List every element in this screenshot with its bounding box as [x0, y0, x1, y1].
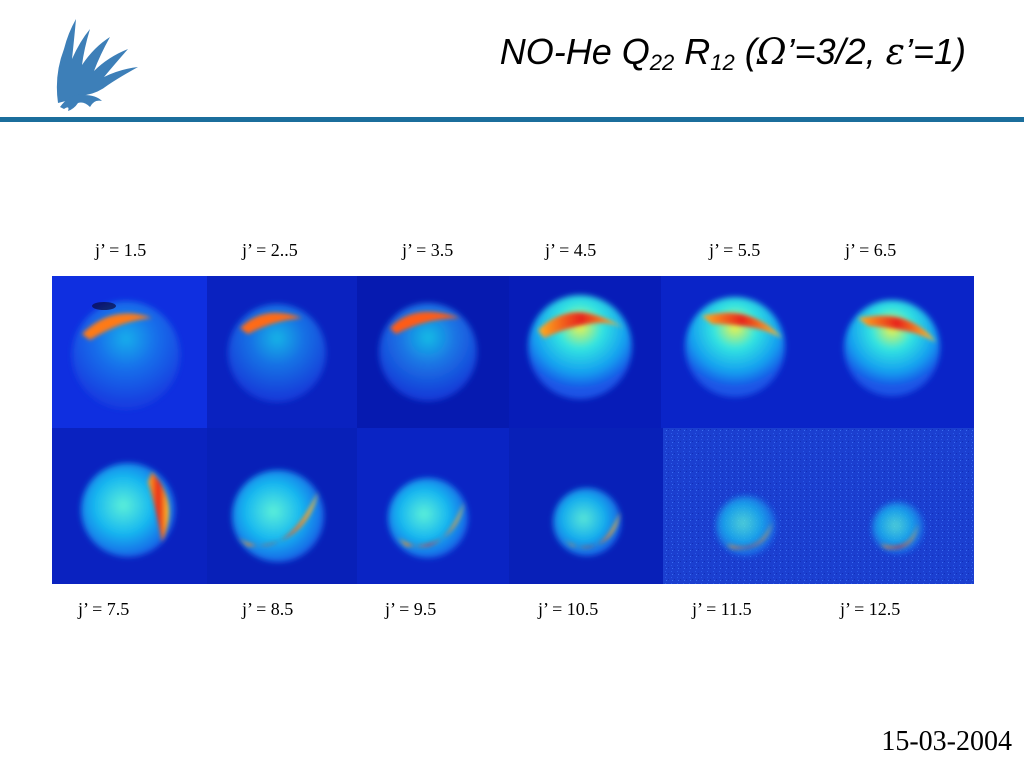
panel-label: j’ = 3.5	[402, 240, 454, 260]
panel-label: j’ = 1.5	[95, 240, 147, 260]
ion-image-grid	[52, 276, 974, 584]
title-divider	[0, 117, 1024, 122]
panel-label: j’ = 10.5	[538, 599, 599, 619]
panel-label: j’ = 9.5	[385, 599, 437, 619]
panel-label: j’ = 12.5	[840, 599, 901, 619]
panel-label: j’ = 5.5	[709, 240, 761, 260]
panel-label: j’ = 8.5	[242, 599, 294, 619]
slide-date: 15-03-2004	[881, 726, 1012, 757]
panel-label: j’ = 6.5	[845, 240, 897, 260]
panel-label: j’ = 4.5	[545, 240, 597, 260]
panel-label: j’ = 11.5	[692, 599, 752, 619]
slide-title: NO-He Q22 R12 (Ω’=3/2, ε’=1)	[499, 31, 966, 75]
panel-label: j’ = 2..5	[242, 240, 298, 260]
panel-label: j’ = 7.5	[78, 599, 130, 619]
griffin-logo-icon	[56, 19, 138, 111]
